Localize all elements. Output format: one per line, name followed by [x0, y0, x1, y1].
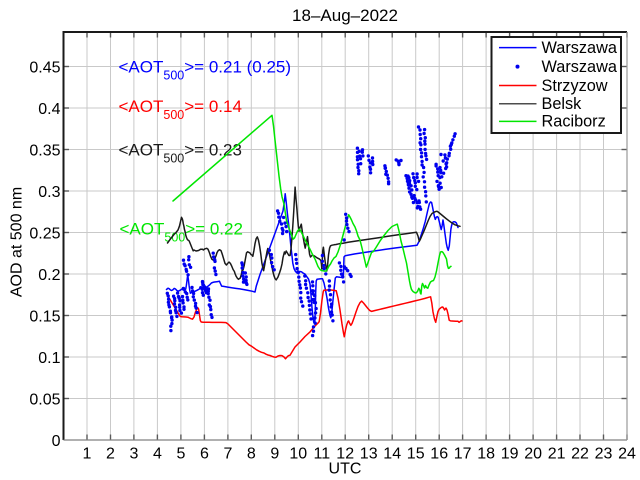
svg-text:0.25: 0.25: [29, 226, 60, 243]
svg-text:16: 16: [430, 445, 448, 462]
svg-text:1: 1: [83, 445, 92, 462]
svg-text:Belsk: Belsk: [542, 95, 583, 113]
svg-text:12: 12: [336, 445, 354, 462]
svg-text:0.45: 0.45: [29, 60, 60, 77]
svg-text:0: 0: [52, 433, 61, 450]
svg-text:Warszawa: Warszawa: [542, 58, 618, 76]
svg-text:0.2: 0.2: [38, 267, 60, 284]
svg-text:UTC: UTC: [329, 461, 362, 478]
svg-text:2: 2: [106, 445, 115, 462]
svg-text:18: 18: [477, 445, 495, 462]
svg-text:4: 4: [153, 445, 162, 462]
svg-text:22: 22: [571, 445, 589, 462]
svg-text:17: 17: [454, 445, 472, 462]
svg-text:14: 14: [383, 445, 401, 462]
svg-text:0.15: 0.15: [29, 309, 60, 326]
svg-text:23: 23: [595, 445, 613, 462]
svg-text:6: 6: [200, 445, 209, 462]
svg-text:Raciborz: Raciborz: [542, 113, 606, 131]
svg-text:Strzyzow: Strzyzow: [542, 77, 608, 95]
svg-text:0.1: 0.1: [38, 350, 60, 367]
svg-text:5: 5: [176, 445, 185, 462]
svg-text:AOD at 500 nm: AOD at 500 nm: [8, 187, 25, 297]
svg-text:8: 8: [247, 445, 256, 462]
svg-text:Warszawa: Warszawa: [542, 39, 618, 57]
svg-text:3: 3: [129, 445, 138, 462]
svg-text:0.3: 0.3: [38, 184, 60, 201]
svg-text:11: 11: [313, 445, 330, 462]
svg-text:0.05: 0.05: [29, 392, 60, 409]
svg-text:21: 21: [548, 445, 566, 462]
svg-text:10: 10: [289, 445, 307, 462]
svg-text:0.4: 0.4: [38, 101, 60, 118]
svg-text:20: 20: [524, 445, 542, 462]
svg-text:24: 24: [618, 445, 636, 462]
svg-text:9: 9: [270, 445, 279, 462]
svg-text:18–Aug–2022: 18–Aug–2022: [292, 6, 398, 25]
svg-text:19: 19: [501, 445, 519, 462]
svg-text:13: 13: [360, 445, 378, 462]
svg-text:0.35: 0.35: [29, 143, 60, 160]
svg-text:15: 15: [407, 445, 425, 462]
svg-text:7: 7: [223, 445, 232, 462]
